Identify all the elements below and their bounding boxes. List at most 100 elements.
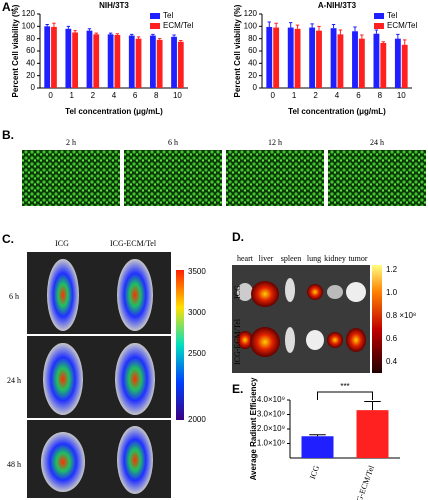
error-bar [172, 34, 176, 37]
error-bar [338, 29, 343, 35]
error-bar [353, 26, 357, 32]
x-axis-label: Tel concentration (μg/mL) [65, 107, 163, 116]
x-tick-label: 10 [173, 91, 182, 100]
bar [337, 34, 344, 88]
row-label: 6 h [9, 292, 19, 301]
bar [273, 27, 280, 88]
color-bar-label: 2000 [188, 415, 206, 424]
bar [330, 28, 337, 88]
x-tick-label: 10 [397, 91, 406, 100]
bar [128, 35, 135, 88]
row-label: ICG [233, 285, 242, 299]
x-tick-label: 6 [133, 91, 138, 100]
error-bar [66, 25, 71, 29]
bar [394, 38, 401, 88]
mouse-images [27, 252, 171, 498]
bar [380, 42, 387, 88]
bar [135, 38, 142, 88]
bar [356, 410, 389, 458]
color-bar-label: 1.0 [386, 288, 398, 297]
bar [107, 34, 114, 88]
y-tick-label: 80 [26, 34, 35, 43]
organ-label: tumor [348, 254, 367, 263]
error-bar [274, 22, 278, 28]
y-axis-label: Percent Cell viability (%) [233, 4, 242, 97]
error-bar [360, 34, 364, 39]
bar [401, 44, 408, 88]
bar [352, 31, 358, 88]
organ-label: spleen [281, 254, 301, 263]
error-bar [381, 41, 385, 43]
color-bar-label: 0.4 [386, 357, 398, 366]
y-tick-label: 60 [248, 46, 257, 55]
bar [373, 33, 380, 88]
y-tick-label: 60 [26, 46, 35, 55]
bar [72, 32, 78, 88]
error-bar [364, 400, 381, 411]
error-bar [295, 24, 300, 29]
y-tick-label: 2.0×10⁹ [257, 424, 285, 433]
panel-d: heart liver spleen lung kidney tumor ICG… [232, 254, 416, 373]
significance-label: *** [340, 382, 349, 391]
time-label: 12 h [268, 138, 282, 147]
organs [237, 278, 366, 357]
bar [358, 38, 365, 88]
error-bar [45, 23, 49, 27]
time-label: 24 h [370, 138, 384, 147]
x-axis-label: Tel concentration (μg/mL) [288, 107, 386, 116]
panel-label: C. [2, 232, 14, 246]
color-bar-label: 3000 [188, 308, 206, 317]
panel-label: A. [2, 0, 14, 14]
organ-label: heart [237, 254, 254, 263]
x-tick-label: 0 [48, 91, 53, 100]
error-bar [396, 33, 400, 39]
x-tick-label: 1 [69, 91, 74, 100]
column-label: ICG-ECM/Tel [110, 239, 157, 248]
bar [86, 30, 93, 88]
micrograph [124, 150, 222, 206]
organ-image [232, 265, 370, 373]
y-tick-label: 20 [248, 71, 257, 80]
error-bar [130, 33, 134, 36]
panel-c: ICG ICG-ECM/Tel 6 h 24 h 48 h 3500 3000 … [7, 239, 206, 498]
bar [316, 30, 322, 88]
error-bar [151, 33, 155, 36]
bar [150, 35, 156, 88]
column-label: ICG [55, 239, 69, 248]
legend-label: ECM/Tel [387, 21, 417, 30]
y-tick-label: 40 [248, 58, 257, 67]
legend-swatch [374, 13, 384, 19]
panel-label: B. [2, 128, 14, 142]
organ-label: liver [259, 254, 274, 263]
micrograph [328, 150, 426, 206]
panel-label: D. [232, 230, 244, 244]
x-tick-label: 0 [270, 91, 275, 100]
error-bar [317, 25, 321, 31]
bar [309, 27, 316, 88]
significance-bracket [317, 391, 373, 400]
y-tick-label: 0 [31, 83, 36, 92]
x-tick-label: ICG [308, 464, 321, 480]
error-bar [115, 33, 120, 35]
organ-label: lung [307, 254, 321, 263]
chart-title: NIH/3T3 [99, 1, 129, 10]
x-tick-label: 2 [91, 91, 96, 100]
y-tick-label: 0 [253, 83, 258, 92]
bar [93, 34, 100, 88]
error-bar [267, 21, 271, 27]
x-tick-label: 4 [112, 91, 117, 100]
error-bar [309, 434, 326, 437]
bar [44, 26, 51, 88]
y-tick-label: 4.0×10⁹ [257, 395, 285, 404]
organ-label: kidney [324, 254, 346, 263]
y-tick-label: 1.0×10⁹ [257, 439, 285, 448]
x-tick-label: 6 [356, 91, 361, 100]
color-bar-label: 2500 [188, 349, 206, 358]
y-tick-label: 20 [26, 71, 35, 80]
x-tick-label: 8 [154, 91, 159, 100]
legend-label: Tel [387, 11, 397, 20]
x-tick-label: ICG-ECM/Tel [352, 464, 377, 500]
legend-swatch [374, 23, 384, 29]
bar [177, 41, 184, 88]
